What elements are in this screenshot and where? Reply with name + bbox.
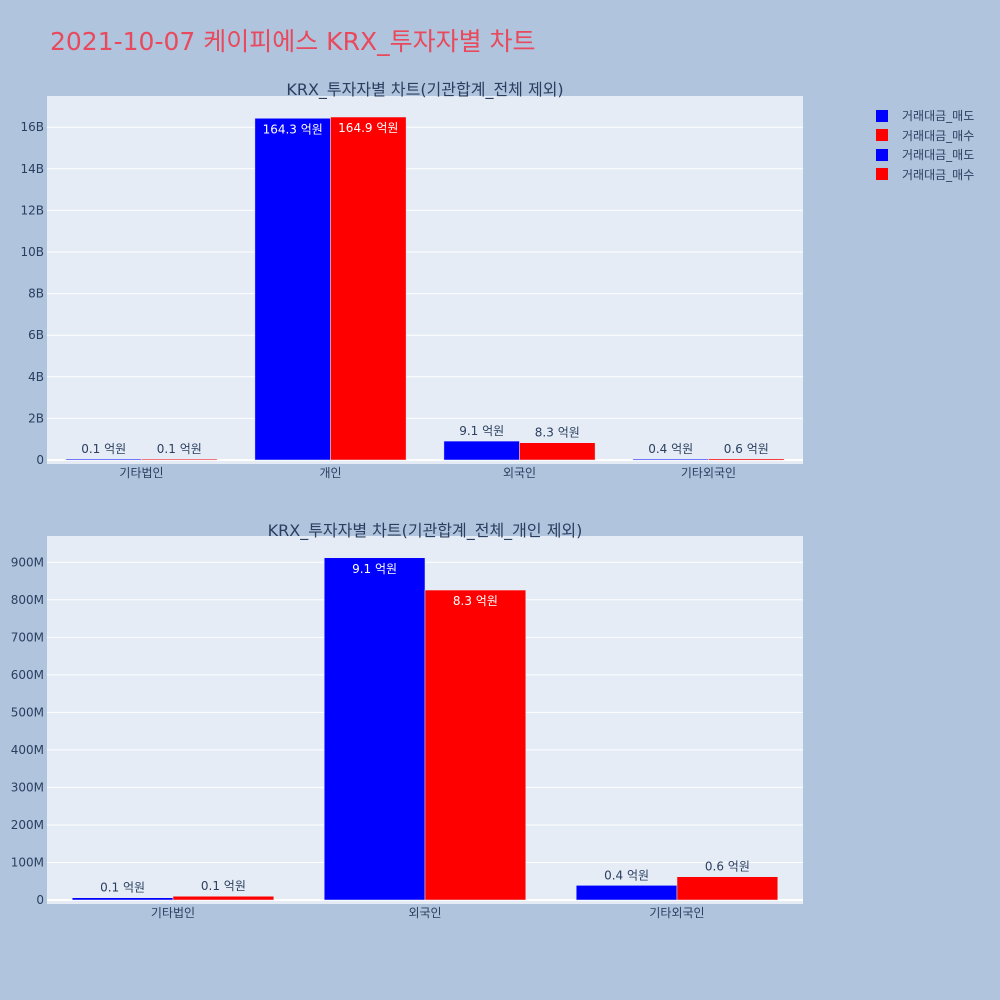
x-tick-label: 외국인: [408, 906, 441, 920]
legend-label: 거래대금_매도: [902, 148, 975, 163]
x-tick-label: 기타외국인: [649, 906, 704, 920]
y-tick-label: 12B: [20, 203, 44, 217]
y-tick-label: 8B: [28, 287, 44, 301]
y-tick-label: 0: [36, 893, 44, 907]
y-tick-label: 14B: [20, 162, 44, 176]
y-tick-label: 16B: [20, 120, 44, 134]
y-tick-label: 4B: [28, 370, 44, 384]
bar: [65, 458, 142, 461]
y-tick-label: 300M: [11, 780, 44, 794]
y-tick-label: 500M: [11, 705, 44, 719]
bar: [254, 118, 331, 461]
chart-title: KRX_투자자별 차트(기관합계_전체_개인 제외): [268, 521, 583, 541]
bar: [141, 458, 218, 461]
chart-title: KRX_투자자별 차트(기관합계_전체 제외): [286, 80, 563, 100]
plot-area: [47, 96, 803, 464]
bar-label: 164.3 억원: [263, 122, 323, 136]
x-tick-label: 개인: [319, 466, 341, 480]
bar-label: 164.9 억원: [338, 121, 398, 135]
bar-label: 0.4 억원: [604, 868, 649, 882]
legend: 거래대금_매도 거래대금_매수 거래대금_매도 거래대금_매수: [876, 106, 974, 184]
legend-item[interactable]: 거래대금_매도: [876, 106, 974, 126]
bar-label: 0.1 억원: [100, 881, 145, 895]
y-tick-label: 600M: [11, 668, 44, 682]
legend-label: 거래대금_매수: [902, 128, 975, 143]
bar: [575, 885, 678, 901]
bar: [519, 442, 596, 461]
legend-swatch: [876, 129, 888, 142]
y-tick-label: 10B: [20, 245, 44, 259]
x-tick-label: 외국인: [503, 466, 536, 480]
bar-label: 0.1 억원: [157, 442, 202, 456]
bar: [71, 897, 174, 901]
legend-item[interactable]: 거래대금_매도: [876, 145, 974, 165]
bar: [708, 458, 785, 461]
y-tick-label: 0: [36, 453, 44, 467]
bar-label: 8.3 억원: [453, 594, 498, 608]
bar-label: 9.1 억원: [352, 562, 397, 576]
legend-swatch: [876, 109, 888, 122]
legend-item[interactable]: 거래대금_매수: [876, 126, 974, 146]
x-tick-label: 기타법인: [151, 906, 195, 920]
bar-label: 0.1 억원: [201, 879, 246, 893]
bar-label: 0.6 억원: [724, 442, 769, 456]
bar: [323, 557, 426, 901]
bar-label: 8.3 억원: [535, 426, 580, 440]
page-title: 2021-10-07 케이피에스 KRX_투자자별 차트: [50, 27, 536, 56]
bar-label: 9.1 억원: [459, 424, 504, 438]
legend-label: 거래대금_매수: [902, 167, 975, 182]
y-tick-label: 700M: [11, 630, 44, 644]
bar: [632, 458, 709, 461]
legend-swatch: [876, 168, 888, 181]
x-tick-label: 기타법인: [119, 466, 163, 480]
y-tick-label: 800M: [11, 593, 44, 607]
bar: [676, 876, 779, 901]
y-tick-label: 200M: [11, 818, 44, 832]
y-tick-label: 400M: [11, 743, 44, 757]
legend-swatch: [876, 148, 888, 161]
y-tick-label: 2B: [28, 411, 44, 425]
bar-label: 0.6 억원: [705, 860, 750, 874]
bar-label: 0.4 억원: [648, 442, 693, 456]
y-tick-label: 100M: [11, 855, 44, 869]
bar: [330, 116, 407, 461]
bar: [424, 589, 527, 901]
bar-label: 0.1 억원: [81, 442, 126, 456]
legend-item[interactable]: 거래대금_매수: [876, 165, 974, 185]
y-tick-label: 6B: [28, 328, 44, 342]
x-tick-label: 기타외국인: [681, 466, 736, 480]
legend-label: 거래대금_매도: [902, 109, 975, 124]
bar: [443, 440, 520, 461]
y-tick-label: 900M: [11, 555, 44, 569]
bar: [172, 895, 275, 901]
